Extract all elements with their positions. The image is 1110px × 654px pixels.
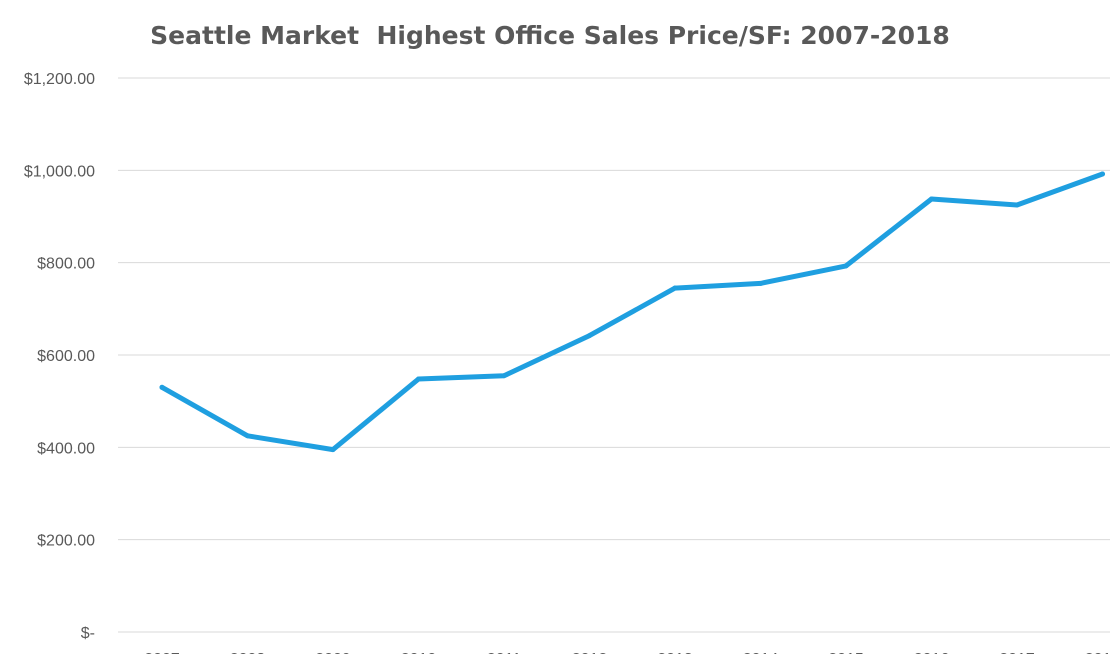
- y-tick-label: $800.00: [37, 256, 95, 273]
- x-tick-label: 2008: [230, 651, 266, 654]
- y-tick-label: $200.00: [37, 533, 95, 550]
- data-point: [929, 196, 934, 202]
- data-point: [1014, 202, 1020, 208]
- data-point: [672, 285, 678, 291]
- y-axis-tick-labels: $- $200.00 $400.00 $600.00 $800.00 $1,000.00 $…: [24, 71, 95, 642]
- data-point: [245, 433, 250, 439]
- x-tick-label: 2014: [743, 651, 779, 654]
- y-tick-label: $1,000.00: [24, 163, 95, 180]
- series-line: [159, 171, 1105, 453]
- y-tick-label: $-: [81, 625, 95, 642]
- x-tick-label: 2010: [401, 651, 437, 654]
- data-point: [758, 280, 763, 286]
- data-point: [159, 384, 165, 390]
- y-tick-label: $400.00: [37, 440, 95, 457]
- x-tick-label: 2018: [1085, 651, 1110, 654]
- series-layer: [159, 171, 1105, 453]
- data-point: [330, 447, 336, 453]
- data-point: [501, 373, 507, 379]
- x-tick-label: 2011: [487, 651, 522, 654]
- x-tick-label: 2016: [914, 651, 950, 654]
- y-tick-label: $600.00: [37, 348, 95, 365]
- x-tick-label: 2007: [144, 651, 180, 654]
- data-point: [843, 263, 849, 269]
- data-point: [416, 376, 421, 382]
- x-tick-label: 2015: [828, 651, 864, 654]
- x-tick-label: 2013: [657, 651, 693, 654]
- data-point: [587, 333, 592, 339]
- x-tick-label: 2012: [572, 651, 608, 654]
- x-axis-tick-labels: 2007 2008 2009 2010 2011 2012 2013 2014 2015 2016…: [144, 651, 1110, 654]
- y-tick-label: $1,200.00: [24, 71, 95, 88]
- chart-title: Seattle Market Highest Office Sales Pric…: [150, 21, 950, 50]
- data-point: [1100, 171, 1105, 177]
- x-tick-label: 2009: [315, 651, 351, 654]
- gridlines: [118, 77, 1110, 633]
- x-tick-label: 2017: [999, 651, 1035, 654]
